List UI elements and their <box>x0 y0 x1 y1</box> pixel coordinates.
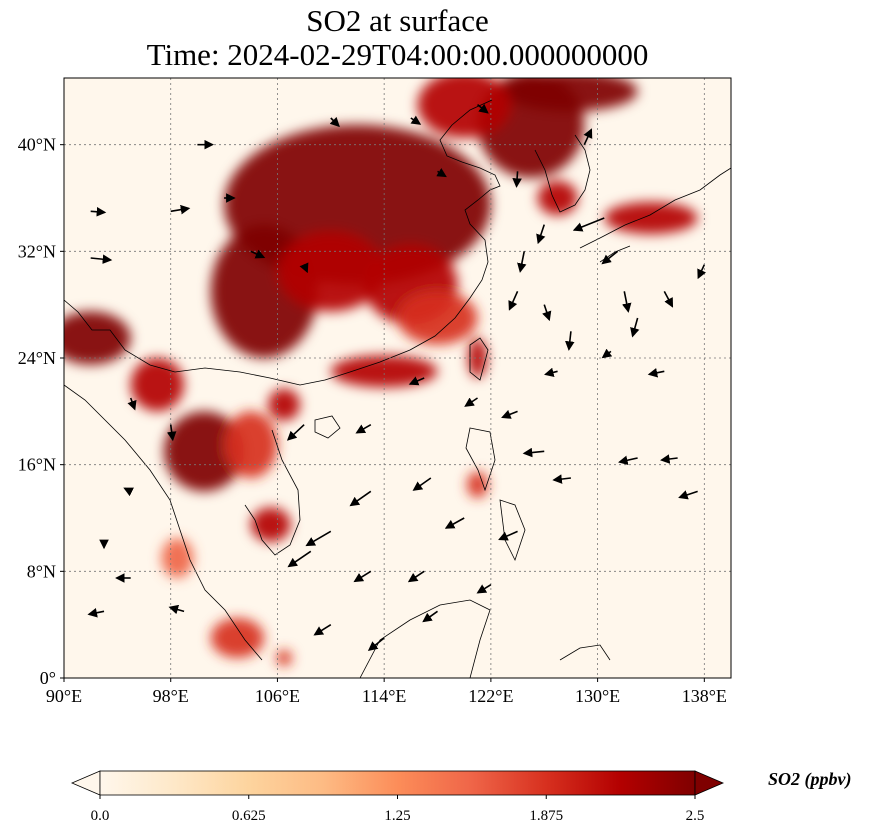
wind-vector-31 <box>618 455 638 465</box>
title-line-2: Time: 2024-02-29T04:00:00.000000000 <box>146 37 649 72</box>
x-tick-label-5: 130°E <box>575 686 620 706</box>
wind-vector-26 <box>601 348 613 359</box>
x-tick-label-1: 98°E <box>153 686 189 706</box>
so2-region-19 <box>276 650 293 666</box>
wind-vector-27 <box>647 368 665 378</box>
wind-vector-11 <box>299 262 309 274</box>
wind-vector-29 <box>522 447 545 458</box>
so2-region-6 <box>468 338 487 378</box>
y-tick-label-0: 0° <box>40 668 56 688</box>
wind-vector-28 <box>544 367 558 378</box>
title-line-1: SO2 at surface <box>306 3 489 38</box>
x-tick-label-2: 106°E <box>255 686 300 706</box>
x-axis-ticks: 90°E 98°E 106°E 114°E 122°E 130°E 138°E <box>46 678 727 706</box>
coastline-korea <box>534 134 591 213</box>
x-tick-label-4: 122°E <box>468 686 513 706</box>
wind-vector-38 <box>305 530 332 547</box>
wind-vector-2 <box>90 254 113 264</box>
so2-region-17 <box>268 388 301 421</box>
coastline-borneo <box>359 599 491 678</box>
wind-vector-5 <box>123 487 135 497</box>
so2-region-4 <box>397 291 478 345</box>
wind-vector-35 <box>444 517 465 529</box>
wind-vector-17 <box>508 291 519 311</box>
wind-vector-19 <box>565 331 575 351</box>
wind-vector-48 <box>501 409 518 419</box>
plot-frame <box>63 77 732 679</box>
y-tick-label-5: 40°N <box>18 135 56 155</box>
so2-region-10 <box>537 180 578 216</box>
wind-vector-8 <box>87 608 105 618</box>
wind-vector-53 <box>329 116 340 128</box>
so2-region-12 <box>64 311 131 365</box>
wind-vector-21 <box>601 250 619 265</box>
coastline-newguinea <box>559 644 611 661</box>
wind-vector-22 <box>622 291 632 313</box>
so2-region-20 <box>466 471 489 498</box>
wind-vector-46 <box>464 397 478 407</box>
wind-vector-32 <box>660 454 678 464</box>
wind-vector-12 <box>410 115 422 125</box>
y-tick-label-2: 16°N <box>18 455 56 475</box>
wind-vector-25 <box>697 264 707 280</box>
wind-vector-50 <box>286 424 305 441</box>
wind-vector-9 <box>168 604 185 615</box>
wind-vector-54 <box>477 103 489 114</box>
wind-vector-51 <box>250 249 266 259</box>
wind-vector-14 <box>512 171 522 188</box>
wind-vector-4 <box>166 424 177 442</box>
coastlines <box>64 99 731 678</box>
so2-region-21 <box>161 538 194 578</box>
wind-vector-55 <box>583 128 593 146</box>
so2-region-11 <box>604 202 698 234</box>
y-axis-ticks: 0° 8°N 16°N 24°N 32°N 40°N <box>18 135 64 688</box>
wind-vector-43 <box>367 637 385 651</box>
so2-region-16 <box>250 507 291 542</box>
wind-vector-16 <box>517 251 527 273</box>
wind-vector-34 <box>498 530 518 541</box>
wind-vector-13 <box>436 168 447 178</box>
coastline-taiwan <box>469 337 489 381</box>
wind-vector-15 <box>536 224 546 245</box>
coastline-china <box>64 99 501 386</box>
wind-vector-47 <box>408 376 425 386</box>
y-tick-label-4: 32°N <box>18 241 56 261</box>
x-tick-label-3: 114°E <box>362 686 407 706</box>
wind-vector-3 <box>127 397 137 411</box>
wind-vector-24 <box>663 290 674 308</box>
wind-vector-20 <box>572 217 605 232</box>
wind-vector-41 <box>407 570 425 583</box>
wind-vector-40 <box>353 570 372 583</box>
wind-vector-39 <box>287 550 312 568</box>
so2-region-13 <box>130 358 185 412</box>
wind-vector-18 <box>542 304 552 322</box>
wind-vector-49 <box>355 423 372 434</box>
so2-region-8 <box>504 78 638 112</box>
wind-vector-45 <box>476 583 492 594</box>
so2-region-14 <box>164 411 245 492</box>
so2-heat-layer <box>64 78 698 666</box>
wind-vector-30 <box>552 474 572 484</box>
coastline-hainan <box>314 415 341 439</box>
colorbar-label: SO2 (ppbv) <box>768 769 852 789</box>
wind-vector-33 <box>678 490 698 500</box>
wind-vector-0 <box>90 206 107 217</box>
coastline-indochina <box>64 384 301 661</box>
y-tick-label-1: 8°N <box>27 561 56 581</box>
so2-region-9 <box>417 78 511 138</box>
wind-vector-36 <box>412 477 432 491</box>
wind-vectors <box>87 103 707 651</box>
wind-vector-23 <box>630 317 640 338</box>
wind-vector-42 <box>313 623 332 636</box>
wind-vector-44 <box>422 610 438 623</box>
map-title: SO2 at surface Time: 2024-02-29T04:00:00… <box>0 4 795 72</box>
y-tick-label-3: 24°N <box>18 348 56 368</box>
so2-region-15 <box>224 411 278 478</box>
x-tick-label-6: 138°E <box>682 686 727 706</box>
wind-vector-1 <box>170 204 191 215</box>
x-tick-label-0: 90°E <box>46 686 82 706</box>
so2-region-18 <box>210 618 265 658</box>
wind-vector-37 <box>349 490 372 507</box>
